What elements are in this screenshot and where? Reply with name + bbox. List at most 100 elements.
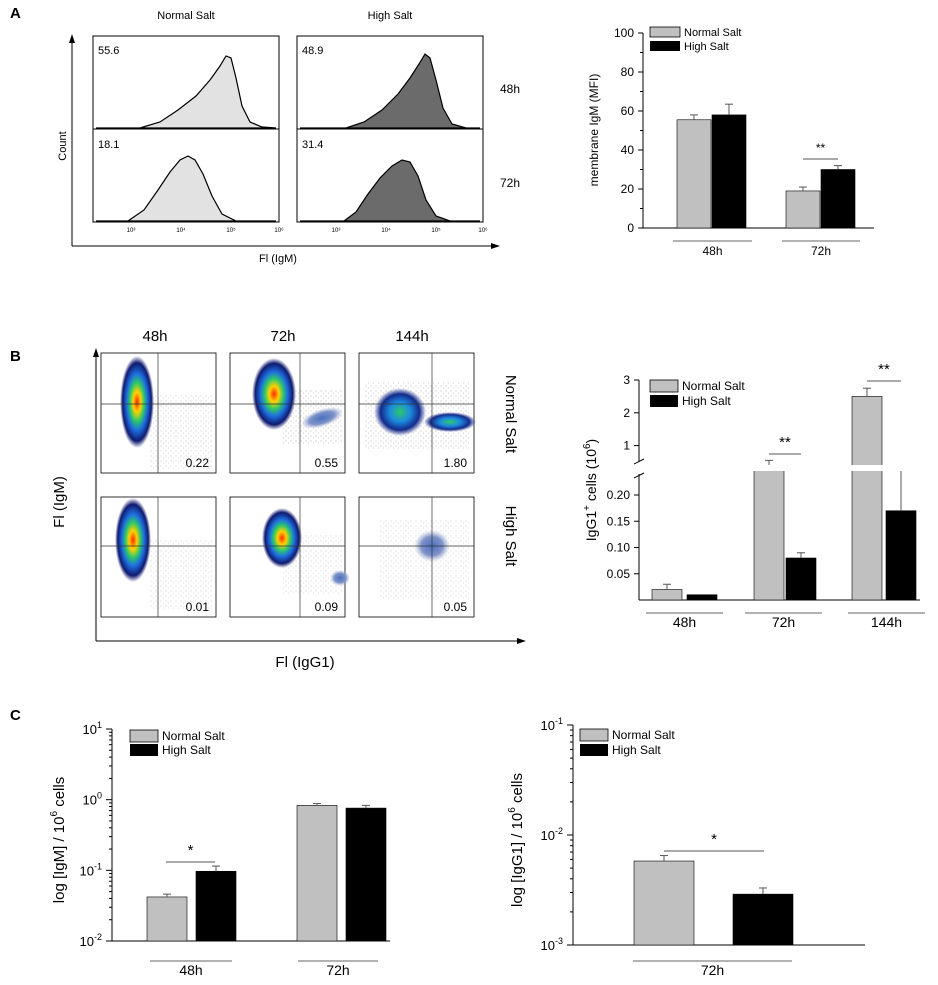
hist-value-normal-48h: 55.6 [98, 45, 119, 57]
y-tick-label: 40 [621, 143, 635, 157]
legend-swatch-normal [579, 728, 609, 742]
x-tick-label: 72h [811, 244, 831, 258]
legend-swatch-normal [649, 379, 679, 393]
x-tick-label: 48h [702, 244, 722, 258]
y-tick-label: 10-2 [80, 932, 102, 949]
gate-value-high-144h: 0.05 [444, 600, 468, 614]
bar-normal-salt-48h [146, 896, 188, 942]
significance-marker: * [188, 842, 194, 859]
dot-col-144h: 144h [395, 328, 428, 345]
significance-marker: ** [779, 434, 791, 451]
dot-x-label: Fl (IgG1) [275, 654, 334, 671]
hist-col-normal: Normal Salt [157, 10, 214, 22]
y-tick-label: 10-1 [80, 861, 102, 878]
gate-value-normal-48h: 0.22 [186, 456, 210, 470]
legend-swatch-high [130, 744, 158, 756]
hist-tick: 10⁵ [226, 227, 236, 234]
panel-label-c: C [10, 707, 21, 724]
legend-swatch-high [650, 41, 680, 51]
legend-label-high: High Salt [684, 41, 729, 53]
dotplot-high-48h: 0.01 [100, 496, 217, 618]
y-tick-label: 10-3 [541, 936, 563, 953]
panel-label-a: A [10, 5, 21, 22]
legend: Normal Salt High Salt [129, 729, 225, 757]
y-tick-label: 0.05 [607, 567, 631, 581]
hist-tick: 10⁶ [478, 227, 488, 234]
axis-break-mark [633, 458, 645, 465]
dotplot-normal-144h: 1.80 [358, 352, 476, 474]
igg1-conc-y-label: log [IgG1] / 106 cells [507, 773, 526, 907]
igg1-cells-y-label: IgG1+ cells (106) [582, 439, 599, 541]
y-tick-label: 100 [614, 26, 634, 40]
hist-tick: 10³ [332, 228, 341, 234]
hist-tick: 10³ [127, 228, 136, 234]
x-tick-label: 72h [701, 962, 724, 978]
hist-value-high-72h: 31.4 [302, 139, 323, 151]
dot-col-48h: 48h [142, 328, 167, 345]
bar-high-salt-72h [820, 169, 856, 229]
y-tick-label: 1 [623, 439, 630, 453]
bar-high-salt-48h [711, 114, 747, 229]
x-tick-label: 48h [179, 962, 202, 978]
hist-tick: 10⁶ [274, 227, 284, 234]
dot-y-label: Fl (IgM) [51, 476, 68, 528]
y-tick-label: 60 [621, 104, 635, 118]
hist-curve-normal-48h [96, 55, 277, 129]
y-tick-label: 2 [623, 406, 630, 420]
bar-normal-salt-144h [851, 396, 883, 601]
hist-tick: 10⁴ [176, 227, 186, 234]
legend: Normal Salt High Salt [579, 728, 675, 757]
legend-label-normal: Normal Salt [162, 729, 225, 743]
bar-normal-salt-72h [753, 467, 785, 601]
panel-b-dotplots: Fl (IgM) Fl (IgG1) 48h 72h 144h Normal S… [51, 328, 526, 671]
legend-label-high: High Salt [612, 743, 661, 757]
x-tick-label: 72h [326, 962, 349, 978]
hist-curve-high-72h [300, 159, 480, 222]
y-tick-label: 0.20 [607, 488, 631, 502]
hist-curve-normal-72h [96, 155, 276, 222]
dotplot-high-144h: 0.05 [358, 496, 475, 618]
bar-high-salt-72h [345, 807, 387, 942]
y-tick-label: 80 [621, 65, 635, 79]
legend: Normal Salt High Salt [649, 379, 745, 408]
dotplot-high-72h: 0.09 [229, 496, 350, 618]
legend: Normal Salt High Salt [649, 26, 741, 53]
bar-normal-salt-72h [785, 190, 821, 229]
y-tick-label: 10-2 [541, 826, 563, 843]
hist-value-high-48h: 48.9 [302, 45, 323, 57]
y-tick-label: 0 [627, 221, 634, 235]
legend-label-normal: Normal Salt [684, 27, 741, 39]
hist-row-48h: 48h [500, 82, 520, 96]
dot-row-high: High Salt [502, 506, 519, 568]
legend-swatch-high [650, 395, 678, 407]
y-tick-label: 101 [83, 720, 102, 737]
y-tick-label: 3 [623, 373, 630, 387]
bar-normal-salt-48h [651, 589, 683, 601]
y-tick-label: 0.10 [607, 541, 631, 555]
legend-swatch-high [580, 744, 608, 756]
x-tick-label: 144h [871, 614, 902, 630]
significance-marker: * [711, 831, 717, 848]
bar-high-salt-144h [885, 510, 917, 601]
gate-value-normal-144h: 1.80 [444, 456, 468, 470]
axis-break-gap [630, 465, 920, 471]
igm-conc-y-label: log [IgM] / 106 cells [49, 777, 68, 903]
hist-box-normal-72h [92, 128, 280, 223]
igm-concentration-chart: log [IgM] / 106 cells Normal Salt High S… [49, 720, 390, 978]
legend-label-normal: Normal Salt [612, 728, 675, 742]
dot-row-normal: Normal Salt [502, 375, 519, 454]
bar-normal-salt-72h [296, 805, 338, 942]
x-tick-label: 48h [673, 614, 696, 630]
gate-value-high-72h: 0.09 [315, 600, 339, 614]
hist-x-label: Fl (IgM) [259, 253, 297, 265]
bar-high-salt-72h [732, 893, 794, 946]
dot-col-72h: 72h [270, 328, 295, 345]
hist-curve-high-48h [300, 53, 480, 129]
bar-high-salt-48h [195, 870, 237, 942]
legend-label-high: High Salt [162, 743, 211, 757]
panel-a-histograms: Count Fl (IgM) Normal Salt High Salt 48h… [57, 10, 520, 265]
membrane-igm-chart: membrane IgM (MFI) Normal Salt High Salt… [587, 26, 874, 258]
hist-box-high-72h [296, 128, 484, 223]
dotplot-normal-48h: 0.22 [100, 352, 217, 474]
